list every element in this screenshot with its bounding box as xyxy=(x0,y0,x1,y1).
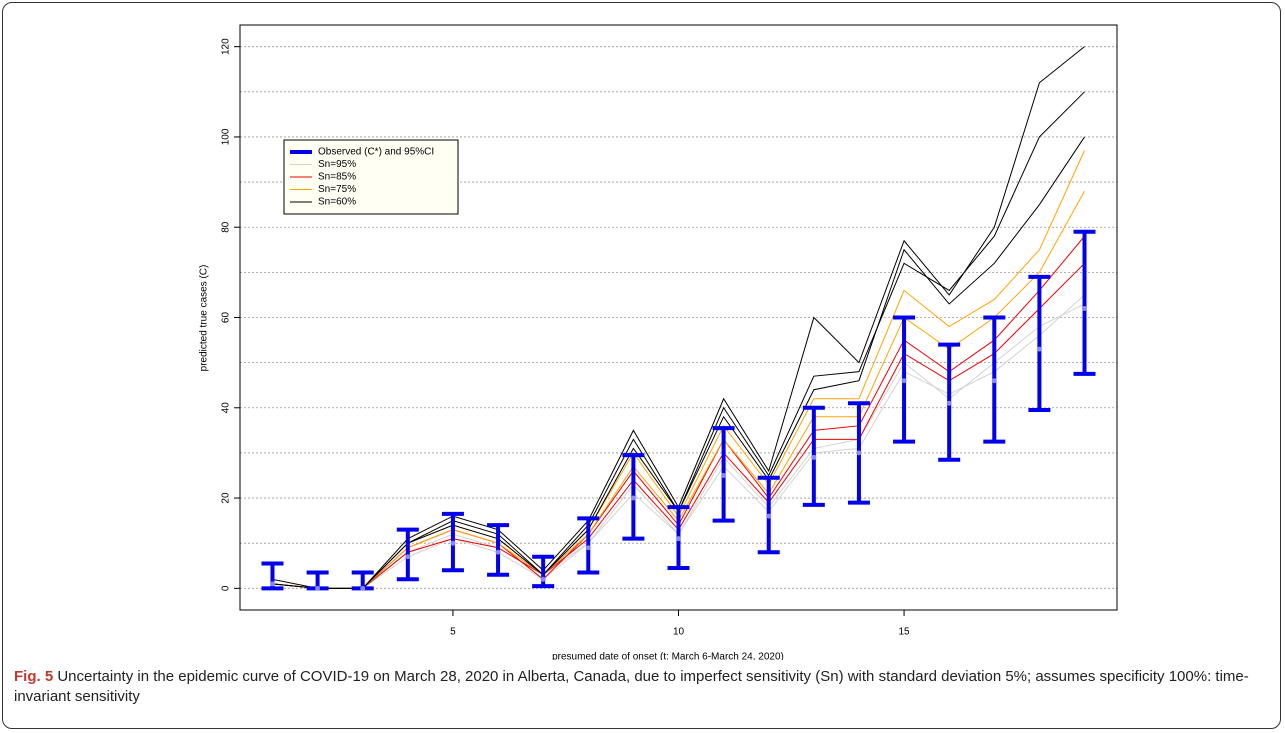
legend-label: Sn=60% xyxy=(318,197,356,208)
legend-label: Sn=75% xyxy=(318,184,356,195)
observed-point xyxy=(901,378,907,384)
observed-point xyxy=(405,554,411,560)
x-tick-label: 5 xyxy=(450,627,456,638)
observed-point xyxy=(450,540,456,546)
observed-point xyxy=(540,576,546,582)
observed-point xyxy=(315,585,321,591)
caption-text: Uncertainty in the epidemic curve of COV… xyxy=(14,668,1249,705)
caption: Fig. 5 Uncertainty in the epidemic curve… xyxy=(14,667,1254,707)
observed-point xyxy=(1036,346,1042,352)
x-axis-label: presumed date of onset (t: March 6-March… xyxy=(552,652,784,660)
y-tick-label: 20 xyxy=(221,492,232,504)
legend-label: Sn=95% xyxy=(318,159,356,170)
caption-label: Fig. 5 xyxy=(14,668,54,685)
observed-point xyxy=(1082,305,1088,311)
y-axis-label: predicted true cases (C) xyxy=(199,265,210,372)
observed-point xyxy=(676,536,681,542)
observed-point xyxy=(766,513,772,519)
observed-point xyxy=(360,585,366,591)
y-tick-label: 40 xyxy=(221,402,232,414)
observed-point xyxy=(721,472,727,478)
y-tick-label: 100 xyxy=(221,128,232,145)
observed-point xyxy=(856,450,862,456)
legend-label: Observed (C*) and 95%CI xyxy=(318,147,434,158)
observed-point xyxy=(991,378,997,384)
y-tick-label: 60 xyxy=(221,312,232,324)
observed-point xyxy=(585,545,591,551)
x-tick-label: 15 xyxy=(899,627,911,638)
observed-point xyxy=(269,581,275,587)
plot-frame xyxy=(239,24,1118,611)
legend-label: Sn=85% xyxy=(318,172,356,183)
observed-point xyxy=(495,549,501,555)
observed-point xyxy=(946,400,952,406)
chart: presumed date of onset (t: March 6-March… xyxy=(199,24,1118,660)
y-tick-label: 120 xyxy=(221,38,232,55)
observed-point xyxy=(630,495,636,501)
y-tick-label: 80 xyxy=(221,221,232,233)
legend-box xyxy=(283,139,459,215)
observed-point xyxy=(811,454,817,460)
x-tick-label: 10 xyxy=(673,627,685,638)
y-tick-label: 0 xyxy=(221,585,232,591)
